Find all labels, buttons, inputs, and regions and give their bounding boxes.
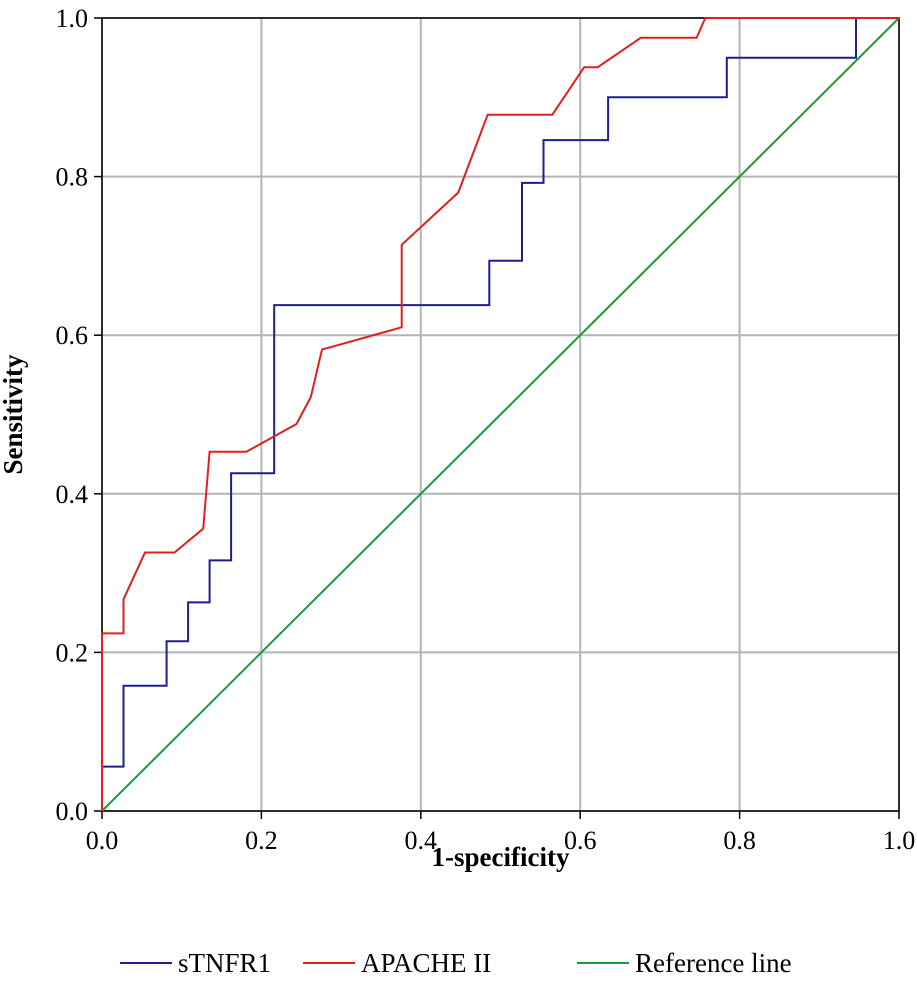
x-tick-label: 0.6 (564, 826, 597, 855)
legend-label: sTNFR1 (178, 948, 271, 978)
y-tick-label: 0.6 (56, 321, 89, 350)
plot-area-frame (101, 17, 900, 812)
x-tick-label: 0.8 (723, 826, 756, 855)
x-tick-label: 1.0 (883, 826, 916, 855)
x-tick-label: 0.2 (245, 826, 278, 855)
y-tick-label: 0.4 (56, 480, 89, 509)
legend-label: APACHE II (361, 948, 491, 978)
x-tick-label: 0.4 (405, 826, 438, 855)
x-axis-title: 1-specificity (432, 842, 570, 872)
y-tick-label: 0.8 (56, 163, 89, 192)
y-tick-label: 0.0 (56, 797, 89, 826)
y-tick-label: 0.2 (56, 638, 89, 667)
legend-label: Reference line (635, 948, 792, 978)
series-line-stnfr1 (101, 17, 899, 811)
x-axis-ticks: 0.0 0.2 0.4 0.6 0.8 1.0 (86, 811, 916, 855)
y-axis-title: Sensitivity (0, 354, 28, 475)
series-line-apache-ii (101, 17, 899, 811)
legend: sTNFR1 APACHE II Reference line (120, 948, 792, 978)
y-axis-ticks: 0.0 0.2 0.4 0.6 0.8 1.0 (56, 4, 102, 826)
y-tick-label: 1.0 (56, 4, 89, 33)
series-lines (101, 17, 900, 812)
x-tick-label: 0.0 (86, 826, 119, 855)
series-line-reference-line (101, 17, 900, 812)
